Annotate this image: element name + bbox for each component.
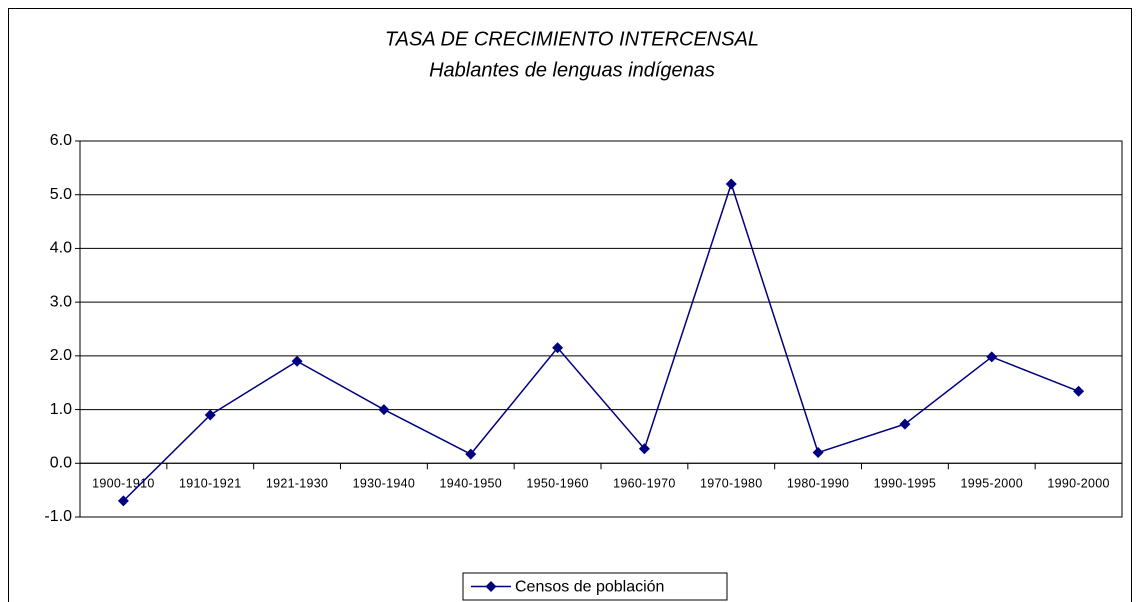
point-marker: [899, 418, 911, 430]
series-line: [122, 181, 1079, 502]
x-tick-label: 1950-1960: [526, 477, 588, 491]
x-tick-label: 1921-1930: [266, 477, 328, 491]
x-tick-label: 1930-1940: [353, 477, 415, 491]
x-tick-label: 1900-1910: [92, 477, 154, 491]
point-marker: [117, 495, 129, 507]
plot-area: [79, 140, 1123, 518]
point-marker: [291, 355, 303, 367]
point-marker: [725, 178, 737, 190]
y-tick-label: 4.0: [50, 240, 72, 257]
x-tick-label: 1990-2000: [1047, 477, 1109, 491]
point-marker: [638, 443, 650, 455]
y-tick-label: 6.0: [50, 132, 72, 149]
x-tick-label: 1940-1950: [440, 477, 502, 491]
y-tick-label: 3.0: [50, 293, 72, 310]
x-tick-label: 1980-1990: [787, 477, 849, 491]
point-marker: [812, 447, 824, 459]
chart-title: TASA DE CRECIMIENTO INTERCENSAL: [385, 28, 759, 50]
point-marker: [1073, 385, 1085, 397]
chart-border: [8, 8, 1132, 602]
legend-marker: [485, 581, 497, 592]
y-tick-label: 5.0: [50, 186, 72, 203]
point-marker: [986, 351, 998, 363]
y-tick-label: -1.0: [44, 508, 72, 525]
y-tick-label: 1.0: [50, 401, 72, 418]
x-tick-label: 1960-1970: [613, 477, 675, 491]
point-marker: [552, 342, 564, 354]
point-marker: [378, 404, 390, 416]
chart-subtitle: Hablantes de lenguas indígenas: [429, 59, 715, 81]
x-tick-label: 1995-2000: [961, 477, 1023, 491]
y-tick-label: 0.0: [50, 455, 72, 472]
legend-label: Censos de población: [515, 579, 664, 596]
x-tick-label: 1990-1995: [874, 477, 936, 491]
point-marker: [465, 448, 477, 460]
x-tick-label: 1910-1921: [179, 477, 241, 491]
y-tick-label: 2.0: [50, 347, 72, 364]
point-marker: [204, 409, 216, 421]
x-tick-label: 1970-1980: [700, 477, 762, 491]
